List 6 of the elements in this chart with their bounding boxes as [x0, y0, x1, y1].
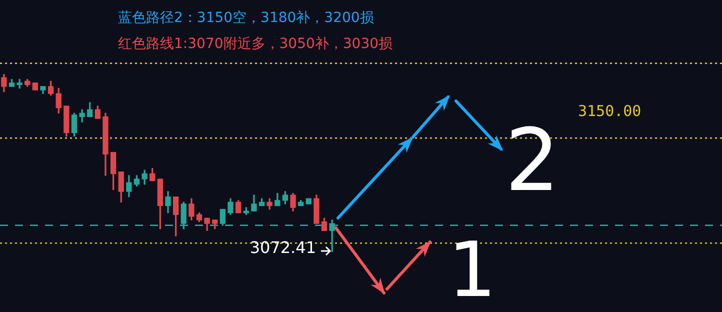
- text: 2: [505, 111, 560, 211]
- text: 3150.00: [578, 102, 642, 120]
- annotation: 3072.41: [250, 238, 316, 257]
- chart-subtitle: 红色路线1:3070附近多，3050补，3030损: [118, 35, 393, 53]
- chart-title: 蓝色路径2：3150空，3180补，3200损: [118, 9, 374, 27]
- text: 1: [448, 225, 496, 312]
